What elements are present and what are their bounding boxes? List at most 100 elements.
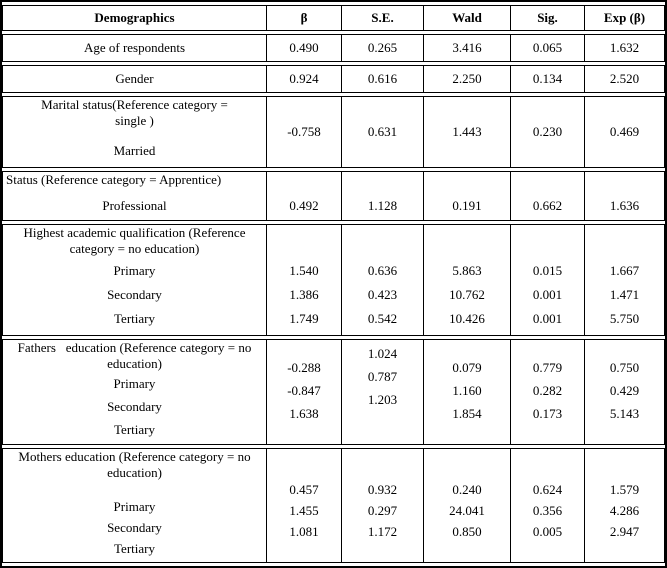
category-label: Mothers education (Reference category = …	[18, 449, 251, 464]
row-label: Gender	[115, 71, 154, 86]
category-label: Highest academic qualification (Referenc…	[23, 225, 246, 240]
value: 0.924	[289, 71, 319, 86]
se-cell: 1.024 0.787 1.203	[342, 339, 424, 445]
value: 0.469	[609, 124, 640, 139]
value: 0.001	[532, 287, 563, 302]
se-cell: 0.616	[342, 65, 424, 93]
sub-item: Secondary	[107, 287, 162, 302]
sub-items: Primary Secondary Tertiary	[6, 372, 263, 441]
value: 0.429	[609, 383, 640, 398]
sig-cell: 0.230	[511, 96, 585, 168]
category-label: single )	[115, 113, 154, 128]
se-cell: 1.128	[342, 171, 424, 221]
wald-cell: 1.443	[424, 96, 511, 168]
value: 1.638	[289, 406, 319, 421]
row-qualification: Highest academic qualification (Referenc…	[2, 224, 665, 336]
beta-cell: -0.288 -0.847 1.638	[267, 339, 342, 445]
value: 1.172	[367, 524, 398, 539]
wald-cell: 0.240 24.041 0.850	[424, 448, 511, 563]
value: 1.749	[289, 311, 319, 326]
value: 1.024	[367, 346, 398, 361]
sig-cell: 0.015 0.001 0.001	[511, 224, 585, 336]
wald-cell: 0.079 1.160 1.854	[424, 339, 511, 445]
value: 10.426	[449, 311, 485, 326]
sub-item: Professional	[102, 198, 167, 213]
category-label: Status (Reference category = Apprentice)	[6, 172, 222, 187]
label-cell: Status (Reference category = Apprentice)…	[2, 171, 267, 221]
label-cell: Marital status(Reference category = sing…	[2, 96, 267, 168]
row-father-education: Fathers education (Reference category = …	[2, 339, 665, 445]
wald-cell: 2.250	[424, 65, 511, 93]
beta-cell: 0.490	[267, 34, 342, 62]
value: 0.787	[367, 369, 398, 384]
value: 0.065	[532, 40, 563, 55]
sub-item: Secondary	[107, 520, 162, 535]
value: 0.297	[367, 503, 398, 518]
values: 0.636 0.423 0.542	[345, 259, 420, 335]
value: 0.624	[532, 482, 563, 497]
value: 1.160	[452, 383, 482, 398]
value: 0.230	[532, 124, 563, 139]
sub-item: Married	[113, 143, 156, 158]
value: 1.386	[289, 287, 319, 302]
value: 1.081	[289, 524, 319, 539]
values: -0.288 -0.847 1.638	[270, 356, 338, 444]
value: 5.863	[452, 263, 482, 278]
sub-item: Primary	[113, 499, 156, 514]
wald-cell: 3.416	[424, 34, 511, 62]
col-header-exp: Exp (β)	[585, 5, 665, 31]
exp-cell: 0.469	[585, 96, 665, 168]
value: 4.286	[609, 503, 640, 518]
values: 0.624 0.356 0.005	[514, 479, 581, 562]
col-header-demographics: Demographics	[2, 5, 267, 31]
sub-items: Primary Secondary Tertiary	[6, 496, 263, 559]
exp-cell: 1.667 1.471 5.750	[585, 224, 665, 336]
value: 2.250	[452, 71, 482, 86]
col-header-se: S.E.	[342, 5, 424, 31]
col-header-wald: Wald	[424, 5, 511, 31]
sig-cell: 0.662	[511, 171, 585, 221]
sub-item: Tertiary	[114, 311, 155, 326]
exp-cell: 1.636	[585, 171, 665, 221]
label-cell: Age of respondents	[2, 34, 267, 62]
value: -0.847	[287, 383, 321, 398]
wald-cell: 0.191	[424, 171, 511, 221]
se-cell: 0.265	[342, 34, 424, 62]
value: 1.854	[452, 406, 482, 421]
value: -0.288	[287, 360, 321, 375]
value: 0.173	[532, 406, 563, 421]
beta-cell: -0.758	[267, 96, 342, 168]
sub-item: Tertiary	[114, 422, 155, 437]
sig-cell: 0.624 0.356 0.005	[511, 448, 585, 563]
value: 1.471	[609, 287, 640, 302]
value: 0.542	[367, 311, 398, 326]
value: 0.457	[289, 482, 319, 497]
row-mother-education: Mothers education (Reference category = …	[2, 448, 665, 563]
value: 0.079	[452, 360, 482, 375]
value: 0.492	[289, 198, 319, 213]
exp-cell: 1.579 4.286 2.947	[585, 448, 665, 563]
value: 0.850	[452, 524, 482, 539]
value: 1.203	[367, 392, 398, 407]
value: 0.636	[367, 263, 398, 278]
se-cell: 0.631	[342, 96, 424, 168]
exp-cell: 0.750 0.429 5.143	[585, 339, 665, 445]
row-marital-status: Marital status(Reference category = sing…	[2, 96, 665, 168]
value: 0.005	[532, 524, 563, 539]
value: 1.579	[609, 482, 640, 497]
values: 1.667 1.471 5.750	[588, 259, 661, 335]
value: 0.662	[532, 198, 563, 213]
values: 1.540 1.386 1.749	[270, 259, 338, 335]
value: 0.134	[532, 71, 563, 86]
col-header-beta: β	[267, 5, 342, 31]
sig-cell: 0.134	[511, 65, 585, 93]
value: 0.490	[289, 40, 319, 55]
se-cell: 0.636 0.423 0.542	[342, 224, 424, 336]
sig-cell: 0.065	[511, 34, 585, 62]
sub-item: Tertiary	[114, 541, 155, 556]
value: 5.750	[609, 311, 640, 326]
values: 0.932 0.297 1.172	[345, 479, 420, 562]
beta-cell: 0.457 1.455 1.081	[267, 448, 342, 563]
